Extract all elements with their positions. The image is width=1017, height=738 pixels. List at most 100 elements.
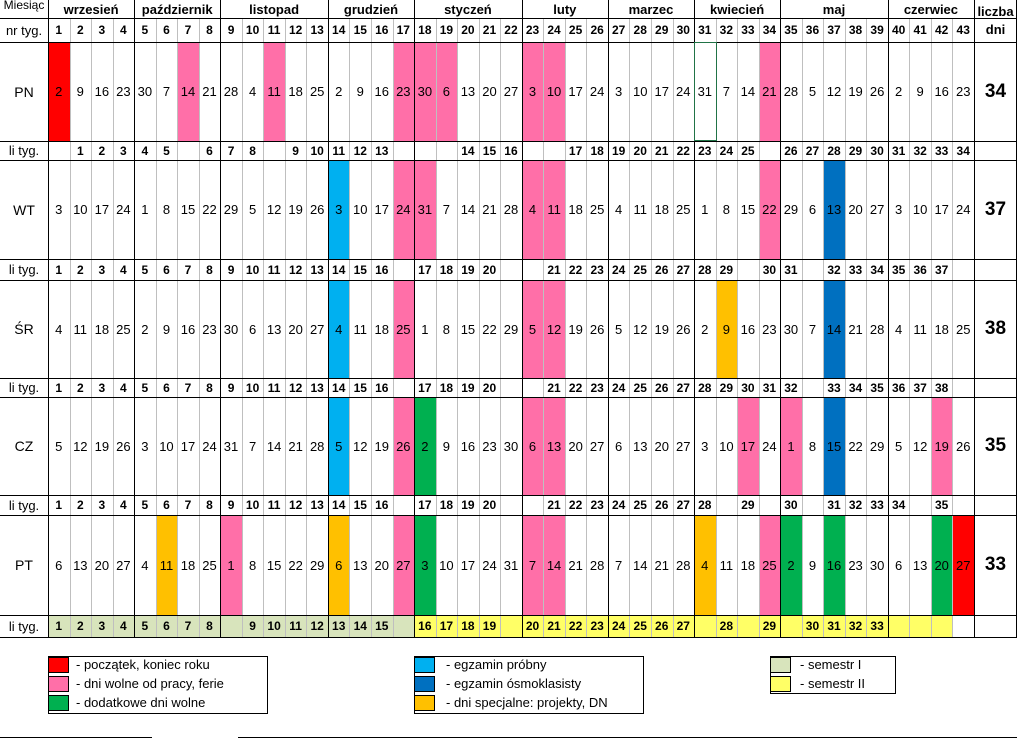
date-cell: 6 xyxy=(55,557,63,573)
week-count-cell: 31 xyxy=(784,262,798,277)
date-cell: 26 xyxy=(955,438,971,454)
date-cell: 23 xyxy=(202,321,217,337)
date-cell: 30 xyxy=(223,321,239,337)
week-count-cell: 13 xyxy=(310,262,324,277)
date-cell: 19 xyxy=(930,397,953,495)
date-cell: 8 xyxy=(162,202,171,217)
week-count-cell: 6 xyxy=(163,498,170,512)
date-cell: 15 xyxy=(740,202,756,217)
week-count-cell: 5 xyxy=(134,615,156,637)
grid-vline xyxy=(974,0,975,637)
week-count-cell: 3 xyxy=(91,615,113,637)
date-cell: 28 xyxy=(503,202,519,217)
date-cell: 1 xyxy=(220,515,242,615)
week-count-cell: 15 xyxy=(353,380,367,395)
week-count-cell: 14 xyxy=(332,262,346,277)
week-count-cell: 23 xyxy=(590,498,604,512)
grid-hline xyxy=(0,515,1017,516)
week-count-cell xyxy=(737,615,759,637)
week-count-cell xyxy=(716,495,738,515)
date-cell: 28 xyxy=(309,438,325,454)
date-cell: 10 xyxy=(353,202,368,217)
week-number: 39 xyxy=(870,23,884,37)
date-cell: 22 xyxy=(202,202,217,217)
date-cell: 24 xyxy=(116,202,131,217)
week-count-cell: 8 xyxy=(198,615,221,637)
week-number: 21 xyxy=(482,23,497,37)
week-count-cell: 18 xyxy=(439,380,454,395)
grid-vline xyxy=(931,18,932,637)
week-number: 30 xyxy=(676,23,690,37)
week-count-cell: 36 xyxy=(891,380,906,395)
month-divider xyxy=(522,0,523,637)
week-number: 43 xyxy=(956,23,970,37)
week-count-cell: 12 xyxy=(288,380,303,395)
date-cell: 13 xyxy=(632,438,648,454)
week-count-cell: 11 xyxy=(267,380,281,395)
date-cell: 16 xyxy=(374,84,390,99)
week-count-cell: 19 xyxy=(461,380,475,395)
week-count-cell: 24 xyxy=(611,380,626,395)
week-count-cell: 20 xyxy=(633,143,647,158)
date-cell: 31 xyxy=(414,160,436,259)
day-label: PN xyxy=(14,83,34,100)
week-count-cell: 11 xyxy=(284,615,307,637)
date-cell: 28 xyxy=(869,321,885,337)
date-cell: 27 xyxy=(589,438,605,454)
date-cell: 10 xyxy=(632,84,648,99)
week-count-cell: 38 xyxy=(935,380,949,395)
date-cell: 6 xyxy=(615,438,623,454)
date-cell: 23 xyxy=(762,321,777,337)
week-count-cell: 32 xyxy=(827,262,841,277)
week-count-cell: 1 xyxy=(55,262,63,277)
week-count-cell: 13 xyxy=(310,380,324,395)
date-cell: 29 xyxy=(223,202,239,217)
week-count-cell: 19 xyxy=(461,262,475,277)
date-cell: 14 xyxy=(460,202,476,217)
week-count-cell: 19 xyxy=(611,143,626,158)
legend-swatch-semester2 xyxy=(770,676,791,692)
date-cell: 5 xyxy=(55,438,63,454)
date-cell: 8 xyxy=(442,321,450,337)
week-number: 32 xyxy=(719,23,734,37)
date-cell: 7 xyxy=(442,202,450,217)
month-header: styczeń xyxy=(444,1,492,17)
week-count-cell: 5 xyxy=(141,498,149,512)
date-cell: 17 xyxy=(94,202,110,217)
week-count-label: li tyg. xyxy=(8,497,40,513)
week-count-cell xyxy=(522,141,544,160)
week-number: 29 xyxy=(655,23,669,37)
date-cell: 27 xyxy=(503,84,519,99)
week-count-cell: 23 xyxy=(698,143,712,158)
week-count-cell: 29 xyxy=(758,615,781,637)
week-count-cell: 27 xyxy=(676,498,690,512)
legend-text-semester1: - semestr I xyxy=(800,657,862,672)
week-count-cell xyxy=(780,615,802,637)
date-cell: 5 xyxy=(615,321,623,337)
week-count-cell: 1 xyxy=(48,615,70,637)
date-cell: 9 xyxy=(356,84,364,99)
date-cell: 27 xyxy=(392,515,415,615)
grid-vline xyxy=(845,18,846,637)
date-cell: 25 xyxy=(676,202,691,217)
month-header: październik xyxy=(141,1,213,17)
week-count-cell: 26 xyxy=(650,615,673,637)
week-number: 12 xyxy=(288,23,303,37)
week-count-cell: 16 xyxy=(375,380,389,395)
week-count-cell: 16 xyxy=(375,498,389,512)
date-cell: 20 xyxy=(568,438,583,454)
week-count-cell: 3 xyxy=(98,380,106,395)
selected-cell[interactable] xyxy=(694,42,717,141)
date-cell: 22 xyxy=(482,321,497,337)
date-cell: 3 xyxy=(521,42,544,141)
week-count-cell: 35 xyxy=(891,262,906,277)
date-cell: 18 xyxy=(740,557,756,573)
date-cell: 26 xyxy=(116,438,131,454)
date-cell: 14 xyxy=(632,557,648,573)
grid-hline xyxy=(0,615,1017,616)
date-cell: 7 xyxy=(162,84,171,99)
date-cell: 18 xyxy=(934,321,949,337)
grid-vline xyxy=(457,18,458,637)
date-cell: 7 xyxy=(722,84,730,99)
week-count-cell: 3 xyxy=(98,498,106,512)
